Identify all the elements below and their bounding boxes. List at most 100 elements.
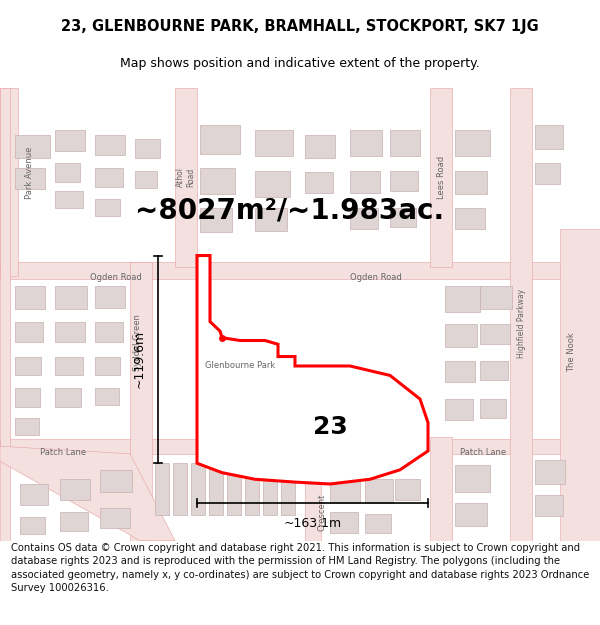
Bar [455, 465, 490, 491]
Bar [430, 437, 452, 541]
Bar [390, 130, 420, 156]
Bar [390, 171, 418, 191]
Polygon shape [197, 256, 428, 484]
Bar [55, 322, 85, 342]
Bar [200, 208, 232, 232]
Bar [480, 324, 510, 344]
Bar [15, 286, 45, 309]
Text: Athol
Road: Athol Road [176, 167, 196, 187]
Bar [95, 168, 123, 187]
Bar [95, 388, 119, 405]
Bar [0, 439, 420, 454]
Bar [0, 88, 10, 541]
Bar [295, 380, 325, 401]
Bar [432, 439, 600, 454]
Bar [15, 135, 50, 158]
Bar [173, 463, 187, 515]
Bar [455, 208, 485, 229]
Text: Ogden Road: Ogden Road [350, 274, 402, 282]
Text: 23, GLENBOURNE PARK, BRAMHALL, STOCKPORT, SK7 1JG: 23, GLENBOURNE PARK, BRAMHALL, STOCKPORT… [61, 19, 539, 34]
Bar [535, 125, 563, 149]
Bar [15, 168, 45, 189]
Bar [365, 514, 391, 533]
Text: ~8027m²/~1.983ac.: ~8027m²/~1.983ac. [136, 196, 445, 224]
Bar [55, 130, 85, 151]
Bar [295, 413, 323, 432]
Bar [100, 508, 130, 528]
Bar [305, 135, 335, 158]
Bar [15, 418, 39, 435]
Text: Patch Lane: Patch Lane [460, 448, 506, 457]
Bar [430, 88, 452, 267]
Bar [281, 463, 295, 515]
Text: Park Avenue: Park Avenue [25, 146, 35, 199]
Bar [365, 479, 393, 503]
Bar [480, 361, 508, 380]
Bar [130, 262, 152, 541]
Bar [445, 399, 473, 420]
Bar [510, 88, 532, 541]
Bar [135, 139, 160, 158]
Bar [20, 484, 48, 505]
Text: Highfield Parkway: Highfield Parkway [517, 289, 526, 358]
Bar [175, 88, 197, 267]
Bar [255, 171, 290, 197]
Bar [350, 130, 382, 156]
Bar [330, 512, 358, 533]
Bar [535, 461, 565, 484]
Bar [15, 388, 40, 407]
Bar [263, 463, 277, 515]
Text: 23: 23 [313, 416, 347, 439]
Bar [55, 356, 83, 376]
Polygon shape [0, 446, 175, 541]
Bar [255, 413, 285, 434]
Bar [200, 125, 240, 154]
Bar [191, 463, 205, 515]
Bar [445, 286, 480, 312]
Text: ~163.1m: ~163.1m [283, 517, 341, 530]
Bar [209, 463, 223, 515]
Bar [255, 208, 287, 231]
Bar [455, 503, 487, 526]
Bar [95, 199, 120, 216]
Bar [255, 130, 293, 156]
Bar [455, 171, 487, 194]
Text: Patch Lane: Patch Lane [40, 448, 86, 457]
Bar [60, 479, 90, 500]
Text: Contains OS data © Crown copyright and database right 2021. This information is : Contains OS data © Crown copyright and d… [11, 543, 589, 592]
Bar [215, 380, 245, 401]
Bar [15, 322, 43, 342]
Bar [0, 262, 600, 279]
Bar [445, 361, 475, 382]
Text: Lees Road: Lees Road [437, 156, 445, 199]
Bar [55, 191, 83, 208]
Bar [55, 286, 87, 309]
Bar [480, 399, 506, 418]
Text: Glenbourne Park: Glenbourne Park [205, 361, 275, 371]
Bar [55, 388, 81, 407]
Bar [390, 208, 416, 227]
Bar [0, 88, 18, 276]
Bar [305, 173, 333, 193]
Bar [20, 517, 45, 534]
Bar [245, 463, 259, 515]
Bar [135, 171, 157, 187]
Text: Crescent: Crescent [317, 494, 326, 531]
Bar [305, 454, 321, 541]
Bar [227, 463, 241, 515]
Bar [95, 322, 123, 342]
Text: ~119.6m: ~119.6m [133, 330, 146, 388]
Bar [445, 324, 477, 347]
Bar [15, 356, 41, 376]
Bar [95, 356, 120, 376]
Bar [395, 479, 420, 500]
Bar [95, 286, 125, 308]
Bar [330, 479, 360, 503]
Bar [95, 135, 125, 156]
Bar [155, 463, 169, 515]
Bar [60, 512, 88, 531]
Bar [350, 208, 378, 229]
Bar [255, 380, 287, 402]
Bar [455, 130, 490, 156]
Bar [560, 229, 600, 541]
